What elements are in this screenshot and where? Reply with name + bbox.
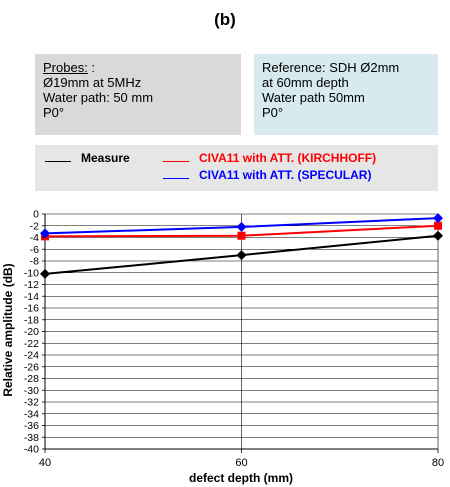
probes-line: P0° (43, 105, 65, 120)
reference-line: at 60mm depth (262, 75, 349, 90)
reference-info-box: Reference: SDH Ø2mm at 60mm depth Water … (254, 54, 438, 135)
y-tick-label: -22 (24, 338, 39, 350)
legend-swatch (45, 160, 71, 162)
reference-line: P0° (262, 105, 284, 120)
y-tick-label: -26 (24, 361, 39, 373)
legend-item-measure: Measure (45, 151, 130, 165)
data-point (433, 230, 443, 241)
legend-swatch (163, 177, 189, 179)
legend-label: CIVA11 with ATT. (SPECULAR) (199, 168, 372, 182)
y-tick-label: -14 (24, 291, 39, 303)
y-tick-label: -24 (24, 350, 39, 362)
probes-title-suffix: : (87, 60, 96, 75)
legend-label: CIVA11 with ATT. (KIRCHHOFF) (199, 151, 377, 165)
probes-line: Water path: 50 mm (43, 90, 154, 105)
probes-info-box: Probes: : Ø19mm at 5MHz Water path: 50 m… (35, 54, 241, 135)
data-point (236, 250, 247, 261)
y-axis-label: Relative amplitude (dB) (1, 263, 15, 396)
data-point (40, 268, 50, 279)
reference-line: Reference: SDH Ø2mm (262, 60, 400, 75)
y-tick-label: -12 (24, 279, 39, 291)
y-tick-label: -20 (24, 326, 39, 338)
y-tick-label: -30 (24, 385, 39, 397)
legend-label: Measure (81, 151, 130, 165)
y-tick-label: -32 (24, 397, 39, 409)
y-tick-label: -34 (24, 408, 39, 420)
chart-series (40, 213, 443, 279)
y-tick-label: -8 (30, 256, 39, 268)
y-tick-label: -6 (30, 244, 39, 256)
y-tick-label: -18 (24, 314, 39, 326)
legend-swatch (163, 160, 189, 162)
data-point (237, 231, 246, 240)
data-point (236, 221, 247, 232)
data-point (433, 213, 443, 224)
x-tick-label: 80 (432, 457, 444, 469)
x-tick-label: 40 (39, 457, 51, 469)
y-tick-label: 0 (33, 209, 39, 221)
probes-title: Probes: (43, 60, 88, 75)
legend-item-specular: CIVA11 with ATT. (SPECULAR) (163, 168, 371, 182)
y-tick-label: -40 (24, 444, 39, 456)
data-point (434, 221, 442, 230)
chart-legend: Measure CIVA11 with ATT. (KIRCHHOFF) CIV… (35, 145, 438, 191)
y-tick-label: -36 (24, 420, 39, 432)
probes-line: Ø19mm at 5MHz (43, 75, 142, 90)
legend-item-kirchhoff: CIVA11 with ATT. (KIRCHHOFF) (163, 151, 376, 165)
y-tick-label: -28 (24, 373, 39, 385)
y-tick-label: -2 (30, 220, 39, 232)
data-point (40, 228, 50, 239)
probes-title-line: Probes: : (43, 60, 233, 75)
panel-label: (b) (214, 10, 236, 29)
y-tick-label: -4 (30, 232, 39, 244)
x-tick-label: 60 (235, 457, 247, 469)
x-axis-label: defect depth (mm) (189, 471, 293, 485)
y-tick-label: -16 (24, 303, 39, 315)
y-tick-label: -10 (24, 267, 39, 279)
chart-grid (44, 213, 439, 450)
reference-line: Water path 50mm (262, 90, 365, 105)
chart-ticks: 0-2-4-6-8-10-12-14-16-18-20-22-24-26-28-… (24, 209, 444, 470)
y-tick-label: -38 (24, 432, 39, 444)
